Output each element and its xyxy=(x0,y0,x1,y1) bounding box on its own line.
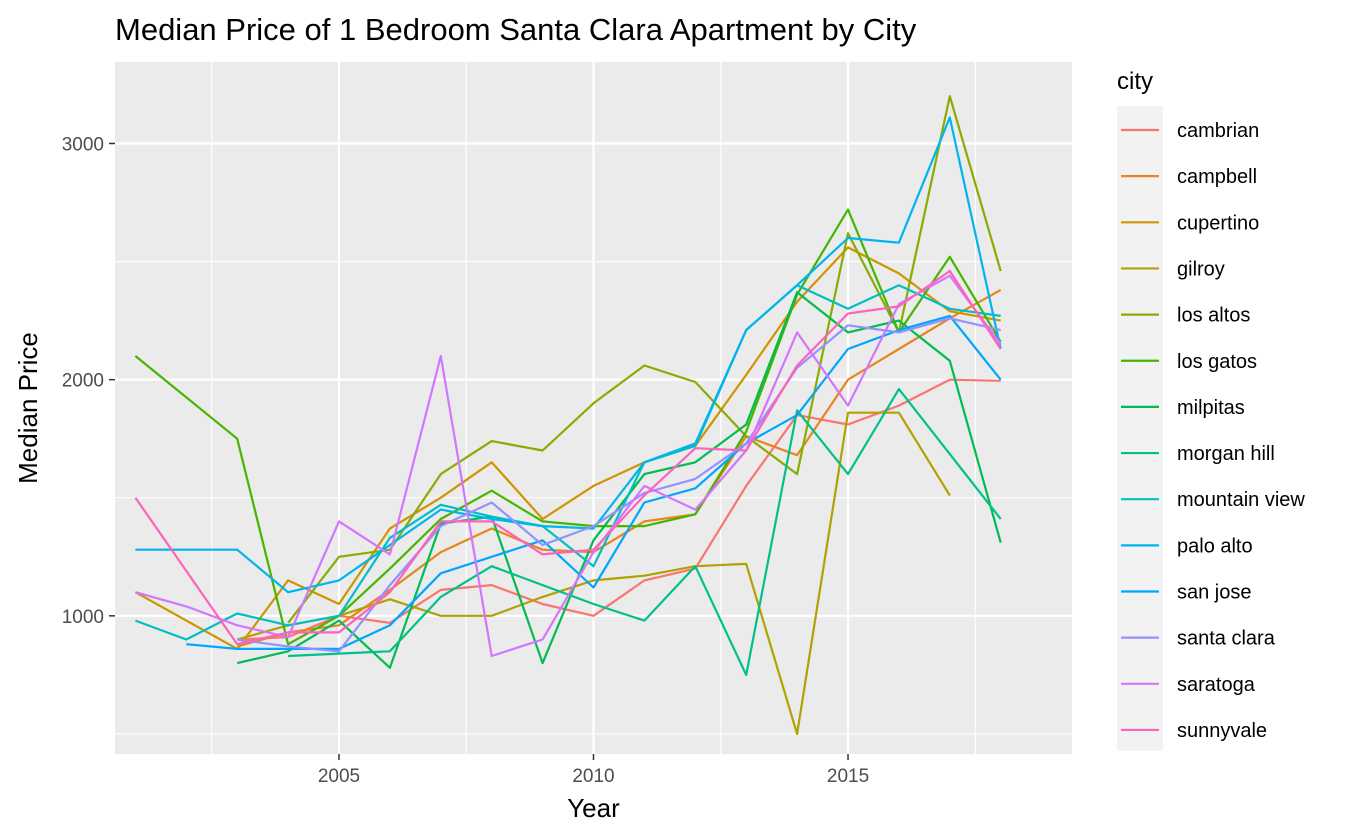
legend-label: morgan hill xyxy=(1177,443,1275,465)
x-tick-label: 2010 xyxy=(572,766,614,787)
series-line-los-altos xyxy=(287,95,1002,624)
legend-label: gilroy xyxy=(1177,258,1225,280)
legend-label: cambrian xyxy=(1177,120,1259,142)
series-line-gilroy xyxy=(236,411,951,736)
legend: city cambrian campbell cupertino gilroy los … xyxy=(1117,68,1305,751)
series-line-cupertino xyxy=(134,246,1001,651)
legend-items: cambrian campbell cupertino gilroy los altos… xyxy=(1121,120,1305,742)
x-axis: 2005 2010 2015 xyxy=(318,754,869,787)
series-line-santa-clara xyxy=(237,317,1001,653)
legend-label: saratoga xyxy=(1177,674,1256,696)
legend-label: santa clara xyxy=(1177,628,1276,650)
x-tick-label: 2015 xyxy=(827,766,869,787)
series-lines xyxy=(134,95,1002,736)
legend-label: sunnyvale xyxy=(1177,720,1267,742)
legend-label: cupertino xyxy=(1177,212,1259,234)
y-tick-label: 1000 xyxy=(62,607,104,628)
series-line-milpitas xyxy=(236,291,1002,669)
series-line-mountain-view xyxy=(135,284,1001,641)
legend-label: campbell xyxy=(1177,166,1257,188)
legend-key-background xyxy=(1117,106,1163,751)
y-tick-label: 3000 xyxy=(62,134,104,155)
series-line-palo-alto xyxy=(135,116,1002,594)
legend-label: palo alto xyxy=(1177,535,1253,557)
y-axis-title: Median Price xyxy=(13,332,43,484)
legend-label: milpitas xyxy=(1177,397,1245,419)
legend-label: los altos xyxy=(1177,305,1250,327)
legend-label: mountain view xyxy=(1177,489,1305,511)
y-tick-label: 2000 xyxy=(62,371,104,392)
series-line-morgan-hill xyxy=(288,388,1002,677)
y-axis: 1000 2000 3000 xyxy=(62,134,115,628)
legend-label: los gatos xyxy=(1177,351,1257,373)
legend-label: san jose xyxy=(1177,582,1252,604)
x-tick-label: 2005 xyxy=(318,766,360,787)
legend-title: city xyxy=(1117,68,1153,95)
chart-title: Median Price of 1 Bedroom Santa Clara Ap… xyxy=(115,12,917,47)
x-axis-title: Year xyxy=(567,793,620,823)
series-line-sunnyvale xyxy=(134,269,1002,646)
